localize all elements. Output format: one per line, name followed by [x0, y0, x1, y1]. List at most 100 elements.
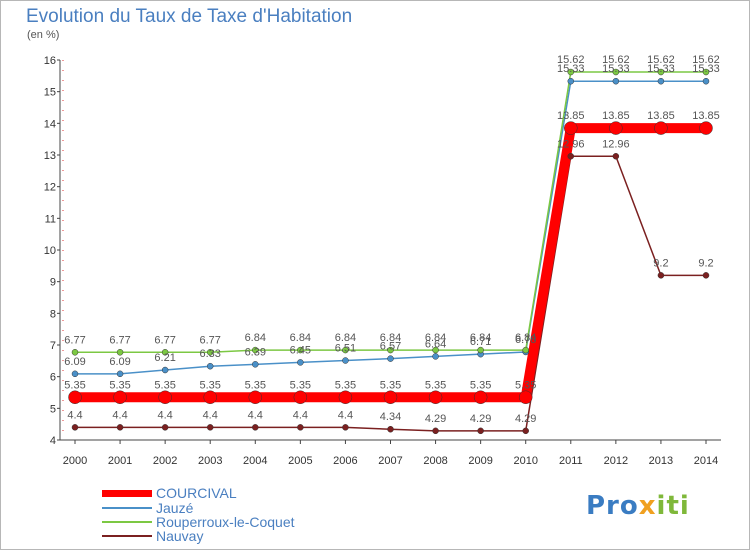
legend-swatch-nauvay [102, 535, 152, 537]
data-point-nauvay [252, 424, 259, 431]
data-point-jauze [612, 77, 620, 85]
x-tick-label: 2014 [694, 455, 718, 467]
data-point-nauvay [612, 153, 620, 160]
data-point-nauvay [161, 424, 169, 431]
data-point-rouperroux [71, 349, 79, 356]
data-point-jauze [702, 77, 710, 85]
data-label-jauze: 15.33 [602, 63, 630, 75]
y-tick-label: 16 [44, 55, 56, 67]
data-point-nauvay [657, 272, 665, 279]
legend-item-rouperroux: Rouperroux-le-Coquet [102, 514, 295, 530]
data-point-courcival [338, 390, 353, 404]
x-tick-label: 2000 [63, 455, 87, 467]
data-label-nauvay: 4.29 [425, 413, 446, 425]
proxiti-logo: Proxiti [586, 491, 690, 521]
data-label-courcival: 5.35 [380, 379, 401, 391]
x-tick-label: 2012 [604, 455, 628, 467]
data-label-nauvay: 4.4 [112, 409, 127, 421]
data-point-nauvay [702, 272, 710, 279]
data-label-rouperroux: 6.84 [380, 332, 401, 344]
x-tick-label: 2003 [198, 455, 222, 467]
data-label-rouperroux: 6.77 [200, 334, 221, 346]
data-label-jauze: 15.33 [557, 63, 585, 75]
y-tick-label: 9 [50, 277, 56, 289]
data-label-rouperroux: 15.62 [602, 54, 630, 66]
data-label-nauvay: 4.4 [248, 409, 263, 421]
data-point-courcival [564, 121, 578, 135]
data-point-jauze [71, 370, 79, 378]
data-point-nauvay [522, 427, 529, 435]
data-label-jauze: 6.33 [200, 348, 221, 360]
y-tick-label: 6 [50, 372, 56, 384]
x-tick-label: 2010 [513, 455, 537, 467]
y-tick-label: 13 [44, 150, 56, 162]
data-label-nauvay: 4.4 [67, 409, 82, 421]
data-label-courcival: 5.35 [245, 379, 266, 391]
legend-label-rouperroux: Rouperroux-le-Coquet [156, 514, 295, 530]
y-tick-label: 11 [45, 213, 56, 225]
y-tick-label: 10 [44, 245, 56, 257]
data-label-jauze: 6.51 [335, 343, 356, 355]
data-label-rouperroux: 6.77 [109, 334, 130, 346]
data-point-nauvay [567, 153, 575, 160]
data-label-courcival: 5.35 [470, 379, 491, 391]
data-point-nauvay [116, 424, 124, 431]
x-tick-label: 2009 [468, 455, 492, 467]
data-label-jauze: 15.33 [692, 63, 720, 75]
data-label-nauvay: 4.4 [157, 409, 172, 421]
data-label-rouperroux: 6.77 [64, 334, 85, 346]
data-point-courcival [473, 390, 488, 404]
data-label-rouperroux: 15.62 [692, 54, 720, 66]
x-tick-label: 2011 [559, 455, 583, 467]
x-tick-label: 2005 [288, 455, 312, 467]
data-label-courcival: 5.35 [335, 379, 356, 391]
data-label-jauze: 6.09 [64, 356, 85, 368]
data-point-rouperroux [657, 68, 665, 76]
data-point-rouperroux [161, 349, 169, 356]
data-point-jauze [161, 366, 169, 374]
legend-swatch-rouperroux [102, 521, 152, 523]
data-point-courcival [113, 390, 127, 404]
data-point-jauze [116, 370, 124, 378]
legend-label-courcival: COURCIVAL [156, 485, 237, 501]
data-point-jauze [297, 359, 304, 366]
data-label-jauze: 6.71 [470, 336, 491, 348]
data-point-nauvay [387, 425, 394, 433]
data-label-nauvay: 4.4 [338, 409, 353, 421]
data-point-rouperroux [342, 346, 349, 354]
data-label-courcival: 5.35 [154, 379, 175, 391]
data-label-rouperroux: 6.84 [335, 332, 356, 344]
x-tick-label: 2006 [333, 455, 357, 467]
data-label-rouperroux: 6.84 [470, 332, 491, 344]
x-tick-label: 2007 [378, 455, 402, 467]
data-label-nauvay: 12.96 [602, 138, 630, 150]
data-point-nauvay [342, 424, 349, 431]
data-point-rouperroux [612, 68, 620, 76]
data-point-courcival [699, 121, 713, 135]
data-label-courcival: 5.35 [515, 379, 536, 391]
legend-item-nauvay: Nauvay [102, 528, 203, 544]
legend-swatch-courcival [102, 489, 152, 497]
x-tick-label: 2002 [153, 455, 177, 467]
data-point-rouperroux [387, 346, 394, 354]
data-point-rouperroux [116, 349, 124, 356]
data-label-jauze: 15.33 [647, 63, 675, 75]
legend-swatch-jauze [102, 507, 152, 509]
data-point-jauze [387, 355, 394, 362]
data-label-rouperroux: 6.77 [154, 334, 175, 346]
y-tick-label: 5 [50, 403, 56, 415]
x-tick-label: 2004 [243, 455, 267, 467]
data-label-courcival: 5.35 [64, 379, 85, 391]
data-point-rouperroux [432, 346, 439, 354]
data-label-nauvay: 12.96 [557, 138, 585, 150]
data-point-courcival [518, 390, 533, 404]
data-point-nauvay [477, 427, 484, 435]
data-label-nauvay: 4.29 [470, 413, 491, 425]
data-label-jauze: 6.21 [154, 352, 175, 364]
data-label-rouperroux: 6.84 [425, 332, 446, 344]
data-label-jauze: 6.09 [109, 356, 130, 368]
y-tick-label: 7 [50, 340, 56, 352]
data-point-courcival [248, 390, 263, 404]
data-point-jauze [252, 361, 259, 368]
